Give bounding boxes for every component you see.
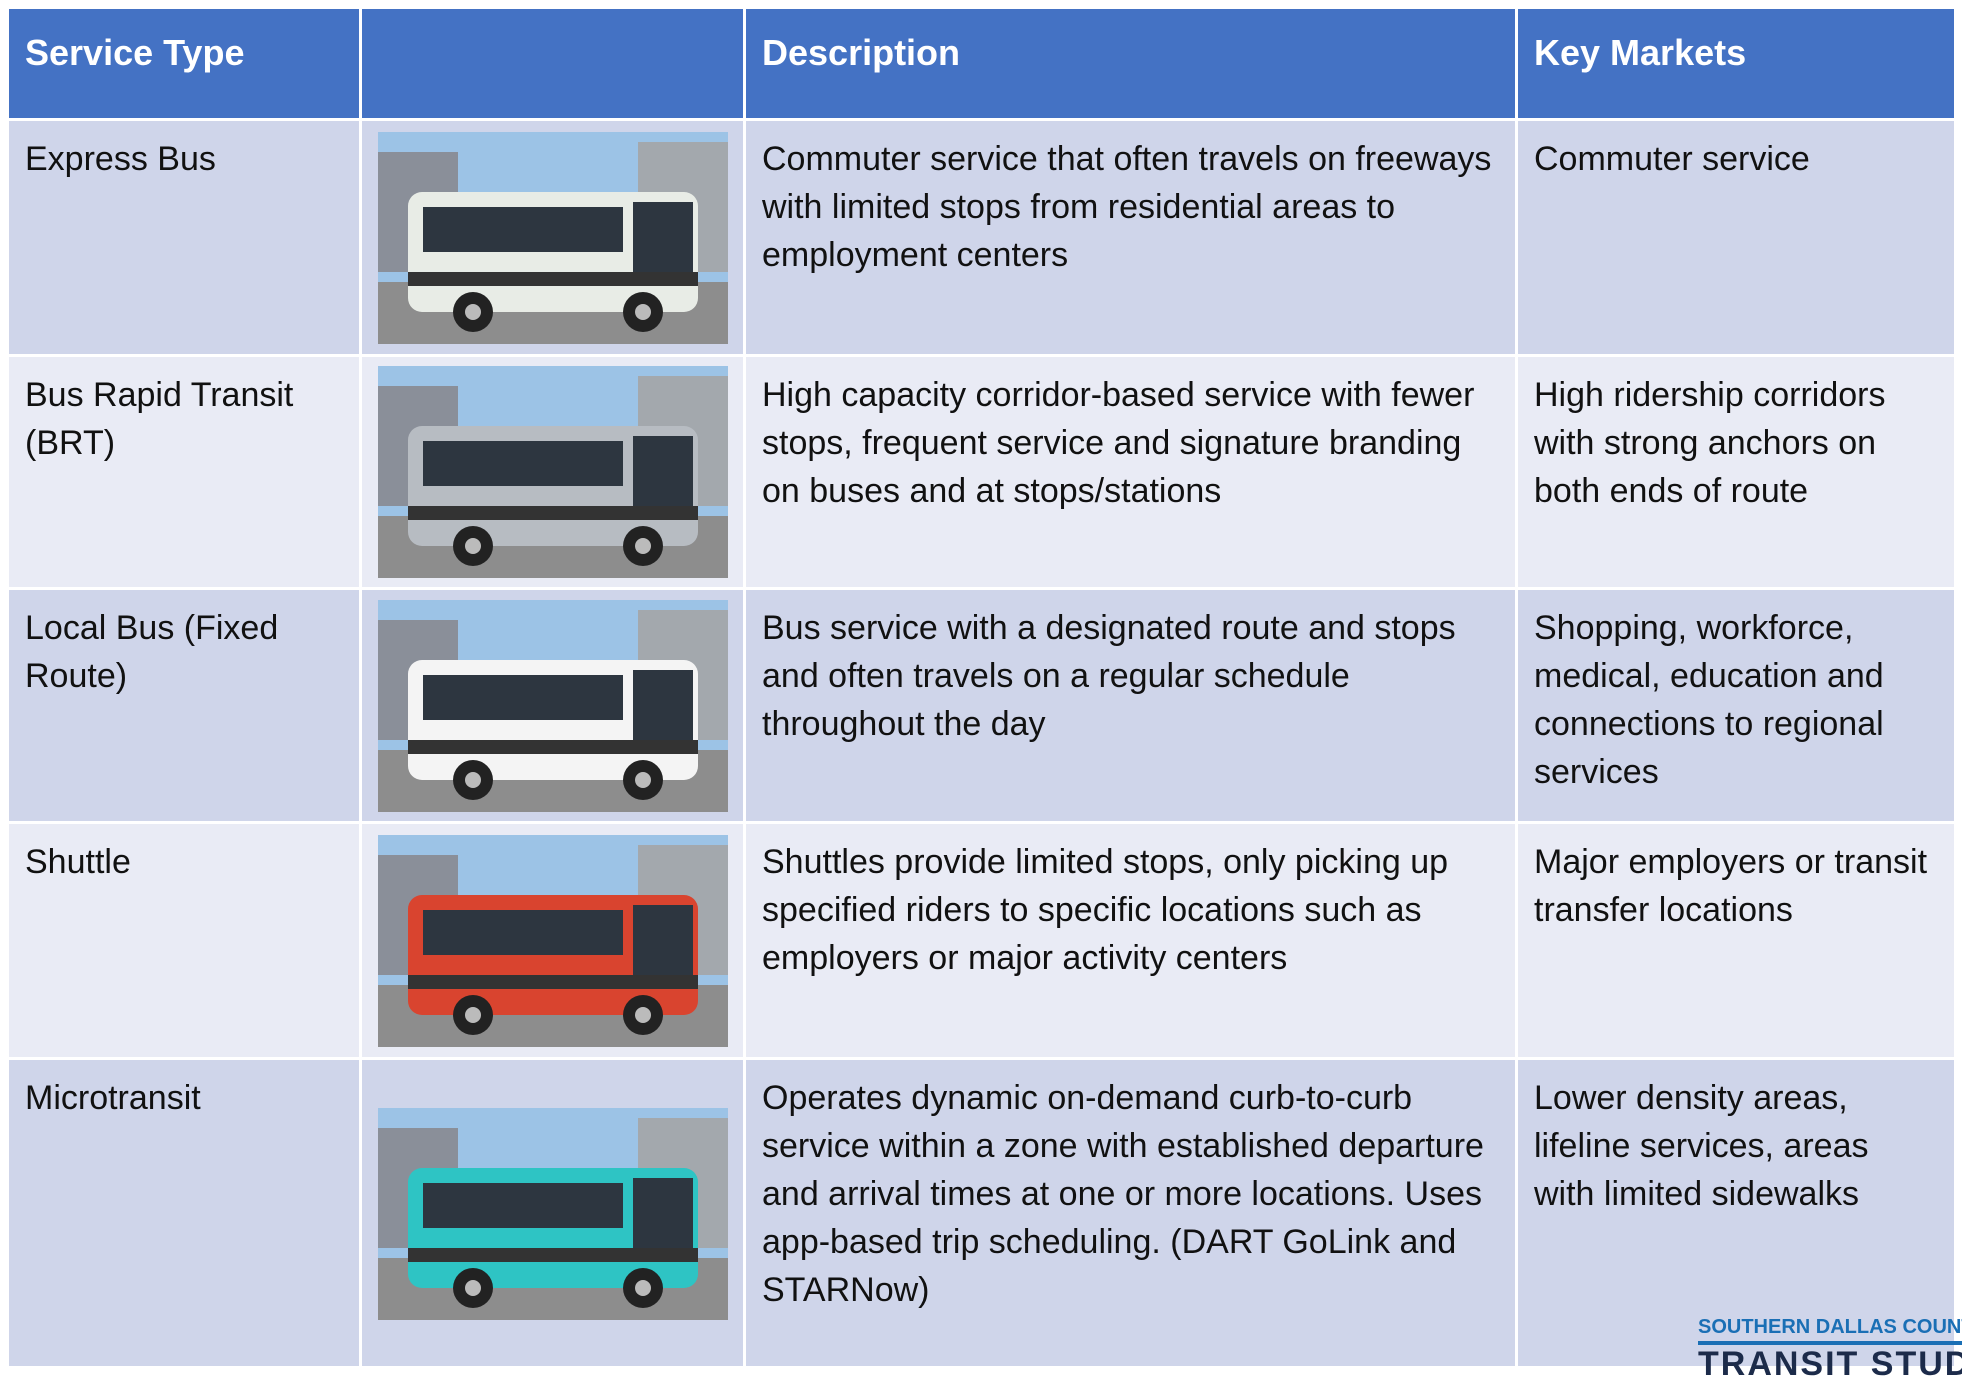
cell: Microtransit xyxy=(9,1060,359,1366)
photo-cell xyxy=(362,1060,743,1366)
header-cell xyxy=(362,9,743,118)
header-cell: Service Type xyxy=(9,9,359,118)
cell: Express Bus xyxy=(9,121,359,354)
logo: SOUTHERN DALLAS COUNTY TRANSIT STUDY xyxy=(1698,1316,1962,1384)
cell: Shopping, workforce, medical, education … xyxy=(1518,590,1954,821)
logo-line: SOUTHERN DALLAS COUNTY xyxy=(1698,1316,1962,1345)
cell: High capacity corridor-based service wit… xyxy=(746,357,1515,587)
cell: Shuttle xyxy=(9,824,359,1057)
header-cell: Key Markets xyxy=(1518,9,1954,118)
table: Service Type Description Key Markets Exp… xyxy=(9,9,1954,1366)
bus-photo xyxy=(378,366,728,578)
photo-cell xyxy=(362,824,743,1057)
cell: Shuttles provide limited stops, only pic… xyxy=(746,824,1515,1057)
cell: Commuter service that often travels on f… xyxy=(746,121,1515,354)
cell: Bus Rapid Transit (BRT) xyxy=(9,357,359,587)
cell: Local Bus (Fixed Route) xyxy=(9,590,359,821)
bus-photo xyxy=(378,1108,728,1320)
bus-photo xyxy=(378,132,728,344)
photo-cell xyxy=(362,121,743,354)
bus-photo xyxy=(378,600,728,812)
cell: Lower density areas, lifeline services, … xyxy=(1518,1060,1954,1366)
photo-cell xyxy=(362,357,743,587)
cell: Bus service with a designated route and … xyxy=(746,590,1515,821)
bus-photo xyxy=(378,835,728,1047)
cell: Major employers or transit transfer loca… xyxy=(1518,824,1954,1057)
header-cell: Description xyxy=(746,9,1515,118)
cell: Commuter service xyxy=(1518,121,1954,354)
photo-cell xyxy=(362,590,743,821)
logo-line: TRANSIT STUDY xyxy=(1698,1345,1962,1383)
cell: Operates dynamic on-demand curb-to-curb … xyxy=(746,1060,1515,1366)
cell: High ridership corridors with strong anc… xyxy=(1518,357,1954,587)
